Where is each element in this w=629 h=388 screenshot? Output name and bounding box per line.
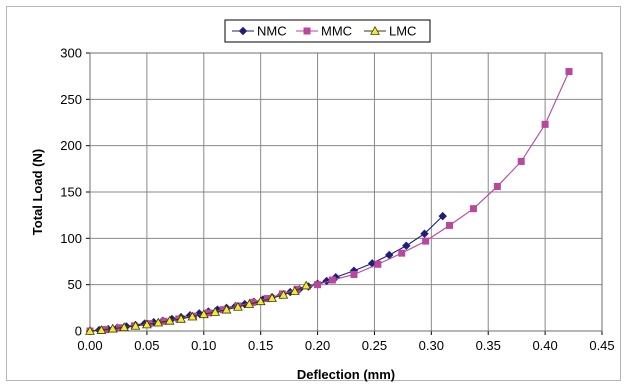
x-tick-label: 0.10 [191, 338, 216, 353]
x-tick-labels: 0.00 0.05 0.10 0.15 0.20 0.25 0.30 0.35 0.40 0.45 [77, 338, 614, 353]
x-tick-label: 0.30 [419, 338, 444, 353]
data-point-nmc [438, 211, 447, 221]
axes [86, 52, 603, 335]
legend-entry-mmc: MMC [296, 24, 352, 39]
y-tick-label: 100 [60, 231, 82, 246]
data-point-lmc [244, 299, 255, 308]
data-point-lmc [233, 301, 243, 311]
legend-label-nmc: NMC [257, 24, 287, 39]
y-tick-label: 300 [60, 46, 82, 61]
y-tick-label: 250 [60, 92, 82, 107]
legend-entry-nmc: NMC [232, 24, 287, 39]
x-axis-title: Deflection (mm) [297, 367, 395, 382]
data-point-lmc [96, 325, 107, 334]
legend-label-mmc: MMC [321, 24, 352, 39]
data-point-lmc [198, 309, 209, 319]
data-point-mmc [517, 157, 525, 165]
series-layer [85, 68, 573, 336]
legend-box [224, 19, 431, 43]
x-tick-label: 0.25 [362, 338, 387, 353]
data-point-mmc [446, 221, 454, 229]
data-point-lmc [278, 289, 289, 299]
legend-marker-mmc [303, 27, 311, 35]
data-point-lmc [176, 313, 186, 323]
data-point-lmc [142, 319, 152, 329]
data-point-mmc [493, 182, 501, 190]
data-point-lmc [255, 296, 266, 306]
x-tick-label: 0.15 [248, 338, 273, 353]
data-point-lmc [221, 304, 232, 314]
y-tick-label: 200 [60, 138, 82, 153]
legend: NMC MMC LMC [224, 19, 431, 43]
legend-marker-nmc [238, 26, 248, 36]
data-point-mmc [565, 68, 573, 76]
data-point-mmc [422, 237, 430, 245]
data-point-nmc [420, 229, 429, 238]
data-point-lmc [130, 320, 141, 330]
data-point-lmc [187, 311, 198, 321]
data-point-mmc [398, 249, 406, 257]
data-point-lmc [267, 293, 277, 302]
series-line-nmc [89, 215, 444, 332]
grid [89, 52, 603, 332]
data-point-nmc [402, 241, 411, 250]
y-tick-label: 50 [68, 277, 82, 292]
data-point-lmc [153, 317, 164, 327]
series-nmc [85, 211, 447, 336]
data-point-lmc [164, 315, 175, 325]
legend-label-lmc: LMC [389, 24, 416, 39]
y-tick-label: 150 [60, 185, 82, 200]
data-point-lmc [119, 322, 130, 332]
legend-marker-lmc [370, 25, 380, 35]
data-point-nmc [195, 309, 204, 318]
data-point-mmc [469, 205, 477, 213]
y-axis-title: Total Load (N) [30, 149, 45, 235]
y-tick-label: 0 [75, 324, 82, 339]
data-point-lmc [85, 325, 95, 335]
data-point-lmc [289, 286, 300, 295]
x-tick-label: 0.45 [589, 338, 614, 353]
y-tick-labels: 0 50 100 150 200 250 300 [60, 46, 82, 339]
data-point-lmc [210, 306, 221, 316]
data-point-lmc [107, 323, 118, 333]
data-point-mmc [374, 260, 382, 268]
series-line-mmc [89, 71, 570, 332]
x-tick-label: 0.35 [476, 338, 501, 353]
data-point-mmc [541, 120, 549, 128]
data-point-mmc [314, 281, 322, 289]
series-line-lmc [89, 285, 307, 332]
chart-frame [6, 6, 621, 381]
series-lmc [85, 280, 312, 335]
x-tick-label: 0.05 [134, 338, 159, 353]
data-point-mmc [350, 270, 358, 278]
data-point-lmc [301, 280, 312, 290]
plot-area-border [89, 52, 603, 332]
x-tick-label: 0.00 [77, 338, 102, 353]
series-mmc [86, 68, 573, 335]
x-tick-label: 0.20 [305, 338, 330, 353]
x-tick-label: 0.40 [532, 338, 557, 353]
legend-entry-lmc: LMC [364, 24, 416, 39]
data-point-mmc [328, 276, 336, 284]
